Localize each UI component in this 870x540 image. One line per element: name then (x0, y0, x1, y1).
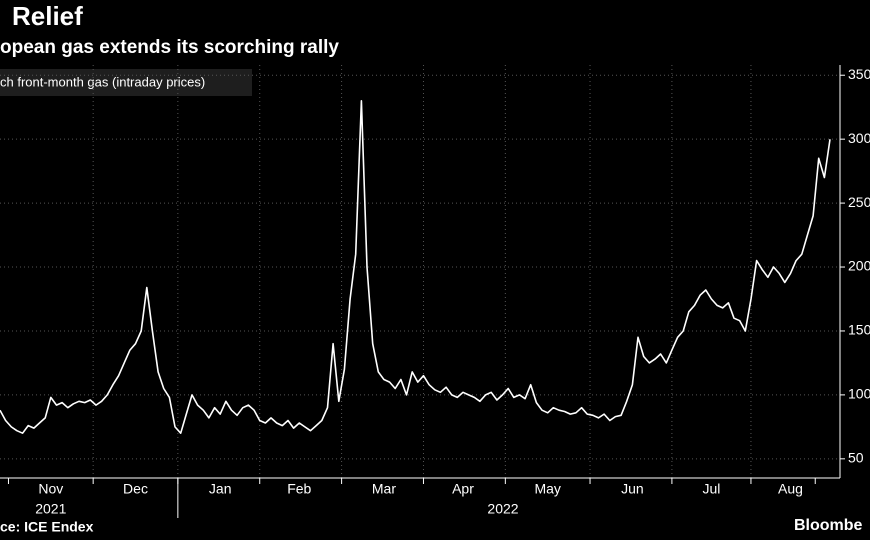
x-tick-label: Jan (209, 481, 232, 497)
chart-subtitle: opean gas extends its scorching rally (0, 37, 339, 58)
x-tick-label: Jun (621, 481, 644, 497)
y-tick-label: 250 (848, 194, 870, 210)
x-tick-label: Dec (123, 481, 148, 497)
source: ce: ICE Endex (0, 519, 94, 535)
y-tick-label: 200 (848, 258, 870, 274)
y-tick-label: 150 (848, 322, 870, 338)
x-tick-label: Nov (38, 481, 63, 497)
x-tick-label: Feb (287, 481, 311, 497)
brand: Bloombe (794, 517, 863, 534)
x-tick-label: May (534, 481, 560, 497)
y-tick-label: 300 (848, 130, 870, 146)
y-tick-label: 50 (848, 450, 864, 466)
y-tick-label: 100 (848, 386, 870, 402)
x-tick-label: Apr (452, 481, 474, 497)
x-tick-label: Jul (702, 481, 720, 497)
legend-label: ch front-month gas (intraday prices) (0, 74, 205, 89)
x-tick-label: Aug (778, 481, 803, 497)
year-label: 2022 (487, 501, 518, 517)
price-line (0, 100, 831, 434)
year-label: 2021 (35, 501, 66, 517)
x-tick-label: Mar (372, 481, 396, 497)
chart-title: Relief (12, 1, 83, 31)
y-tick-label: 350 (848, 66, 870, 82)
legend-box (0, 69, 252, 96)
